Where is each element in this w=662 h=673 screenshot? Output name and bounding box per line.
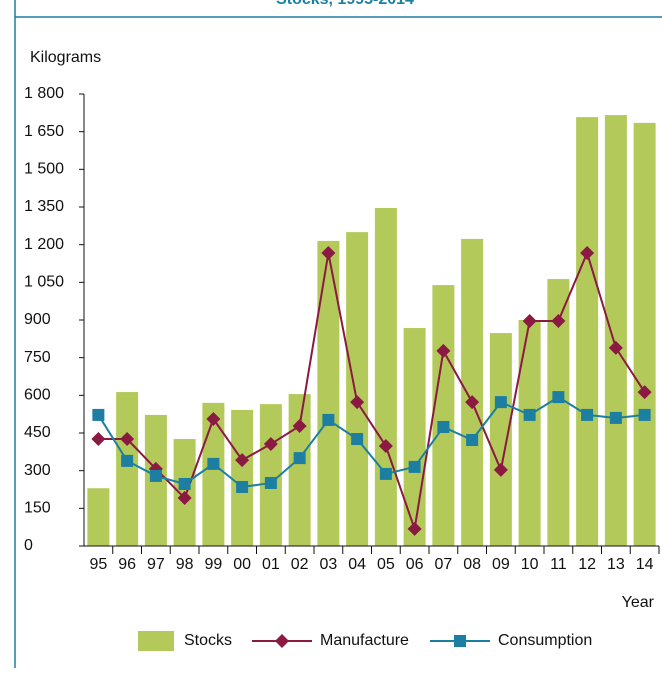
x-tick-label: 12 xyxy=(578,556,596,573)
point xyxy=(551,314,566,329)
legend-swatch xyxy=(138,631,174,651)
point xyxy=(92,408,105,421)
x-tick-label: 10 xyxy=(521,556,539,573)
bar xyxy=(288,394,311,546)
y-tick-label: 750 xyxy=(24,349,51,366)
bar xyxy=(116,392,139,546)
y-tick-label: 300 xyxy=(24,462,51,479)
x-tick-label: 04 xyxy=(348,556,366,573)
bar xyxy=(202,402,225,546)
point xyxy=(91,432,106,447)
point xyxy=(292,418,307,433)
point xyxy=(177,491,192,506)
x-tick-label: 06 xyxy=(406,556,424,573)
x-tick-label: 97 xyxy=(147,556,165,573)
point xyxy=(408,460,421,473)
point xyxy=(581,408,594,421)
x-tick-label: 99 xyxy=(204,556,222,573)
legend-label: Consumption xyxy=(498,632,592,649)
x-tick-label: 13 xyxy=(607,556,625,573)
point xyxy=(235,453,250,468)
x-tick-label: 14 xyxy=(636,556,654,573)
point xyxy=(580,245,595,260)
point xyxy=(494,396,507,409)
x-tick-label: 01 xyxy=(262,556,280,573)
point xyxy=(493,462,508,477)
bar xyxy=(346,232,369,546)
point xyxy=(350,395,365,410)
point xyxy=(351,433,364,446)
point xyxy=(178,477,191,490)
bar xyxy=(432,285,455,546)
y-tick-label: 1 050 xyxy=(24,274,64,291)
point xyxy=(321,245,336,260)
x-tick-label: 02 xyxy=(291,556,309,573)
x-tick-label: 08 xyxy=(463,556,481,573)
point xyxy=(263,437,278,452)
point xyxy=(264,476,277,489)
bar xyxy=(374,208,397,546)
point xyxy=(207,457,220,470)
y-tick-label: 450 xyxy=(24,424,51,441)
x-tick-label: 07 xyxy=(434,556,452,573)
point xyxy=(637,385,652,400)
y-tick-label: 1 200 xyxy=(24,236,64,253)
chart-title: Stocks, 1995-2014 xyxy=(276,0,414,8)
bar xyxy=(403,328,426,546)
point xyxy=(609,411,622,424)
bar xyxy=(231,409,254,546)
point xyxy=(407,521,422,536)
bar xyxy=(547,279,570,546)
legend-label: Stocks xyxy=(184,632,232,649)
bar xyxy=(317,240,340,546)
bar xyxy=(604,115,627,547)
y-tick-label: 0 xyxy=(24,537,33,554)
point xyxy=(236,480,249,493)
point xyxy=(121,454,134,467)
x-tick-label: 98 xyxy=(176,556,194,573)
point xyxy=(638,408,651,421)
legend-marker xyxy=(275,634,289,648)
point xyxy=(523,408,536,421)
point xyxy=(465,395,480,410)
y-tick-label: 1 350 xyxy=(24,198,64,215)
point xyxy=(436,343,451,358)
point xyxy=(120,432,135,447)
y-tick-label: 1 650 xyxy=(24,123,64,140)
y-axis-label: Kilograms xyxy=(30,49,101,66)
x-tick-label: 95 xyxy=(89,556,107,573)
x-axis-label: Year xyxy=(622,594,655,611)
bar xyxy=(489,333,512,546)
x-tick-label: 00 xyxy=(233,556,251,573)
point xyxy=(437,420,450,433)
legend-marker xyxy=(454,635,466,647)
point xyxy=(149,469,162,482)
point xyxy=(466,434,479,447)
bar xyxy=(633,122,656,546)
x-tick-label: 96 xyxy=(118,556,136,573)
point xyxy=(206,411,221,426)
point xyxy=(293,452,306,465)
point xyxy=(322,413,335,426)
x-tick-label: 05 xyxy=(377,556,395,573)
y-tick-label: 900 xyxy=(24,311,51,328)
point xyxy=(378,439,393,454)
y-tick-label: 1 800 xyxy=(24,85,64,102)
x-tick-label: 03 xyxy=(319,556,337,573)
x-tick-label: 09 xyxy=(492,556,510,573)
y-tick-label: 150 xyxy=(24,500,51,517)
bar xyxy=(518,320,541,546)
bar xyxy=(461,238,484,546)
y-tick-label: 1 500 xyxy=(24,161,64,178)
point xyxy=(379,467,392,480)
point xyxy=(522,314,537,329)
y-tick-label: 600 xyxy=(24,387,51,404)
bar xyxy=(87,488,110,546)
point xyxy=(608,340,623,355)
point xyxy=(552,391,565,404)
legend-label: Manufacture xyxy=(320,632,409,649)
bar xyxy=(576,117,599,546)
x-tick-label: 11 xyxy=(550,556,567,573)
